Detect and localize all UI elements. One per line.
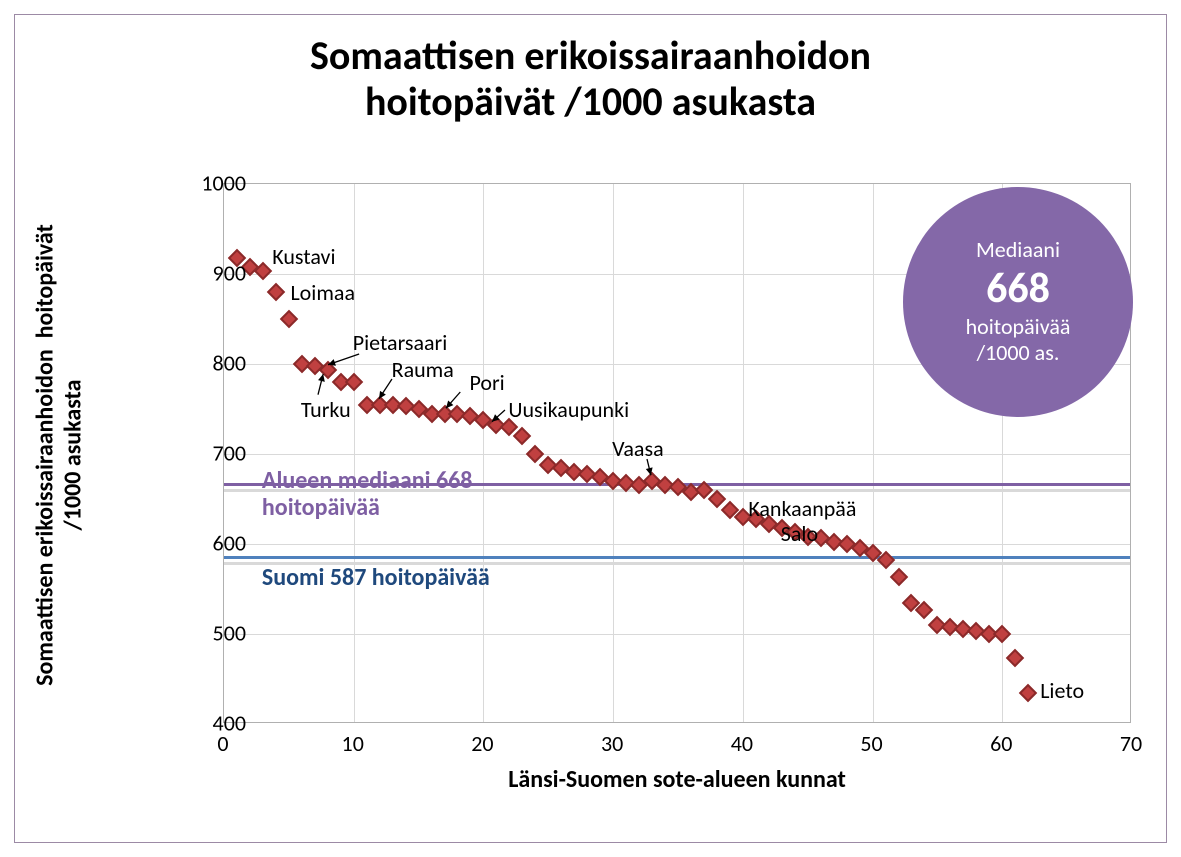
y-axis-label: Somaattisen erikoissairaanhoidon hoitopä… — [31, 224, 86, 686]
median-line-label-1: Alueen mediaani 668 — [262, 466, 473, 495]
annotation-rauma: Rauma — [392, 356, 454, 383]
y-tick-label: 900 — [186, 260, 246, 287]
country-line — [224, 556, 1130, 559]
y-tick-label: 800 — [186, 350, 246, 377]
x-axis-label: Länsi-Suomen sote-alueen kunnat — [223, 765, 1131, 794]
country-line-label: Suomi 587 hoitopäivää — [262, 563, 490, 592]
gridline-h — [224, 454, 1130, 455]
x-tick-label: 30 — [601, 730, 623, 757]
gridline-v — [483, 184, 484, 722]
x-tick-label: 70 — [1120, 730, 1142, 757]
annotation-lieto: Lieto — [1040, 677, 1084, 704]
y-tick-label: 500 — [186, 620, 246, 647]
annotation-uusikaupunki: Uusikaupunki — [508, 396, 629, 423]
gridline-v — [743, 184, 744, 722]
gridline-v — [354, 184, 355, 722]
annotation-vaasa: Vaasa — [612, 435, 663, 462]
chart-title-line1: Somaattisen erikoissairaanhoidon — [310, 31, 871, 80]
data-marker — [513, 427, 531, 445]
data-marker — [345, 373, 363, 391]
annotation-turku: Turku — [301, 396, 351, 423]
data-marker — [280, 310, 298, 328]
median-callout-line4: /1000 as. — [977, 340, 1060, 366]
chart-title: Somaattisen erikoissairaanhoidon hoitopä… — [15, 33, 1166, 125]
x-tick-label: 40 — [731, 730, 753, 757]
median-callout-line1: Mediaani — [976, 237, 1060, 263]
x-tick-label: 10 — [342, 730, 364, 757]
y-tick-label: 600 — [186, 530, 246, 557]
data-marker — [267, 283, 285, 301]
median-callout-value: 668 — [986, 264, 1050, 314]
x-tick-label: 20 — [471, 730, 493, 757]
median-callout: Mediaani 668 hoitopäivää /1000 as. — [903, 187, 1133, 417]
annotation-salo: Salo — [781, 520, 818, 547]
gridline-v — [873, 184, 874, 722]
annotation-loimaa: Loimaa — [290, 279, 355, 306]
median-callout-line3: hoitopäivää — [966, 314, 1071, 340]
gridline-h — [224, 544, 1130, 545]
annotation-kustavi: Kustavi — [272, 243, 335, 270]
y-tick-label: 700 — [186, 440, 246, 467]
data-marker — [1019, 683, 1037, 701]
x-tick-label: 50 — [860, 730, 882, 757]
x-tick-label: 60 — [990, 730, 1012, 757]
data-marker — [993, 625, 1011, 643]
data-marker — [889, 568, 907, 586]
annotation-kankaanpää: Kankaanpää — [748, 495, 856, 522]
chart-title-line2: hoitopäivät /1000 asukasta — [365, 77, 816, 126]
chart-frame: Somaattisen erikoissairaanhoidon hoitopä… — [14, 14, 1167, 843]
data-marker — [1006, 649, 1024, 667]
annotation-pietarsaari: Pietarsaari — [353, 329, 448, 356]
y-tick-label: 1000 — [186, 170, 246, 197]
median-line-label-2: hoitopäivää — [262, 493, 380, 522]
y-tick-label: 400 — [186, 710, 246, 737]
annotation-pori: Pori — [469, 369, 504, 396]
